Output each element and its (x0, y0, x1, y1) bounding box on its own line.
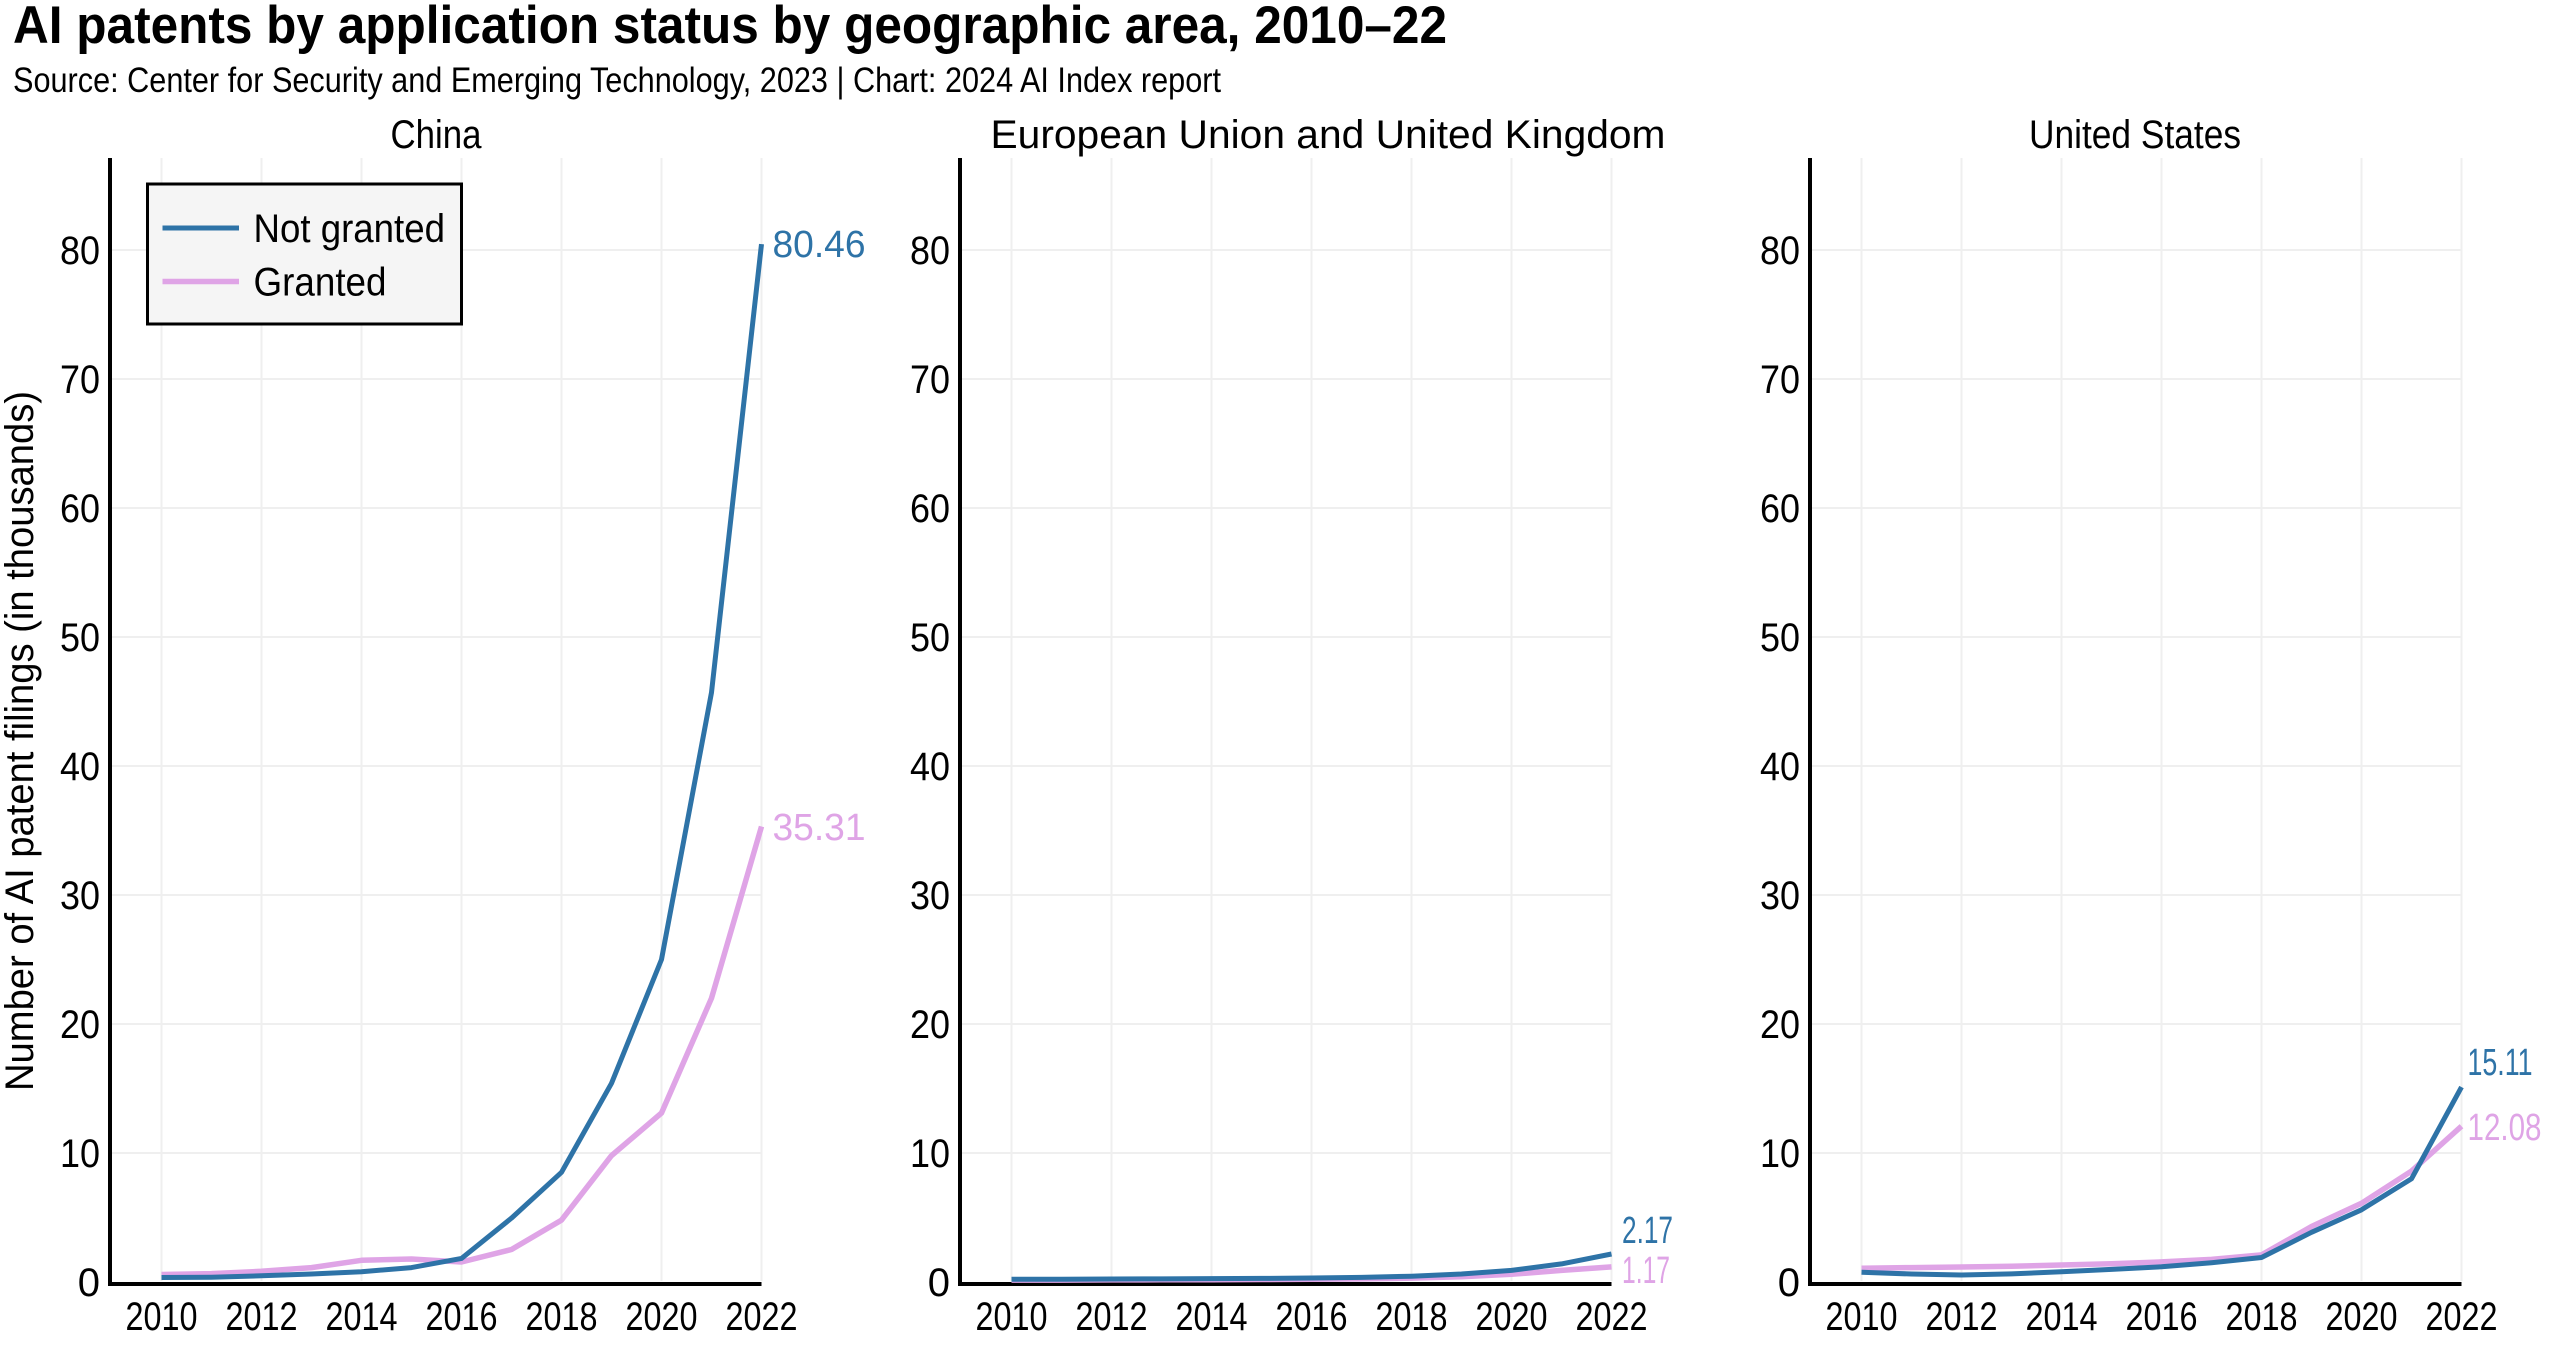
svg-text:2022: 2022 (726, 1295, 798, 1339)
svg-text:10: 10 (60, 1132, 100, 1176)
svg-text:Not granted: Not granted (254, 207, 446, 251)
svg-text:80: 80 (1760, 229, 1800, 273)
svg-text:10: 10 (910, 1132, 950, 1176)
svg-text:2016: 2016 (1276, 1295, 1348, 1339)
svg-text:2012: 2012 (1076, 1295, 1148, 1339)
svg-text:50: 50 (1760, 616, 1800, 660)
svg-text:2010: 2010 (126, 1295, 198, 1339)
svg-text:30: 30 (910, 874, 950, 918)
svg-text:50: 50 (910, 616, 950, 660)
svg-text:60: 60 (1760, 487, 1800, 531)
svg-text:20: 20 (1760, 1003, 1800, 1047)
svg-text:Number of AI patent filings (i: Number of AI patent filings (in thousand… (0, 391, 42, 1091)
svg-text:40: 40 (910, 745, 950, 789)
svg-text:Source: Center for Security an: Source: Center for Security and Emerging… (13, 61, 1221, 100)
svg-text:35.31: 35.31 (773, 807, 866, 849)
svg-text:70: 70 (910, 358, 950, 402)
svg-text:2010: 2010 (976, 1295, 1048, 1339)
svg-text:10: 10 (1760, 1132, 1800, 1176)
svg-text:20: 20 (60, 1003, 100, 1047)
svg-text:40: 40 (1760, 745, 1800, 789)
svg-text:80: 80 (910, 229, 950, 273)
svg-text:2020: 2020 (626, 1295, 698, 1339)
svg-text:2018: 2018 (2226, 1295, 2298, 1339)
svg-text:30: 30 (1760, 874, 1800, 918)
svg-text:2022: 2022 (1576, 1295, 1648, 1339)
svg-text:AI patents by application stat: AI patents by application status by geog… (13, 0, 1447, 55)
svg-text:80.46: 80.46 (773, 224, 866, 266)
svg-text:2016: 2016 (426, 1295, 498, 1339)
svg-text:United States: United States (2029, 113, 2241, 157)
svg-text:2020: 2020 (2326, 1295, 2398, 1339)
svg-text:Granted: Granted (254, 261, 387, 305)
svg-text:2018: 2018 (1376, 1295, 1448, 1339)
svg-text:20: 20 (910, 1003, 950, 1047)
svg-text:2014: 2014 (2026, 1295, 2098, 1339)
svg-text:2012: 2012 (1926, 1295, 1998, 1339)
svg-text:2014: 2014 (326, 1295, 398, 1339)
svg-text:40: 40 (60, 745, 100, 789)
svg-text:2.17: 2.17 (1622, 1210, 1673, 1252)
svg-text:1.17: 1.17 (1622, 1250, 1670, 1292)
svg-text:2016: 2016 (2126, 1295, 2198, 1339)
svg-text:80: 80 (60, 229, 100, 273)
svg-text:2018: 2018 (526, 1295, 598, 1339)
svg-text:30: 30 (60, 874, 100, 918)
svg-text:European Union and United King: European Union and United Kingdom (991, 113, 1666, 157)
svg-text:2012: 2012 (226, 1295, 298, 1339)
svg-text:2022: 2022 (2426, 1295, 2498, 1339)
svg-text:70: 70 (60, 358, 100, 402)
svg-text:2020: 2020 (1476, 1295, 1548, 1339)
svg-text:0: 0 (78, 1261, 100, 1305)
svg-text:2014: 2014 (1176, 1295, 1248, 1339)
svg-text:0: 0 (1778, 1261, 1800, 1305)
svg-text:2010: 2010 (1826, 1295, 1898, 1339)
svg-text:50: 50 (60, 616, 100, 660)
svg-text:15.11: 15.11 (2468, 1042, 2533, 1084)
svg-text:China: China (391, 113, 483, 157)
svg-text:0: 0 (928, 1261, 950, 1305)
svg-text:70: 70 (1760, 358, 1800, 402)
svg-text:12.08: 12.08 (2468, 1107, 2542, 1149)
svg-text:60: 60 (910, 487, 950, 531)
svg-text:60: 60 (60, 487, 100, 531)
